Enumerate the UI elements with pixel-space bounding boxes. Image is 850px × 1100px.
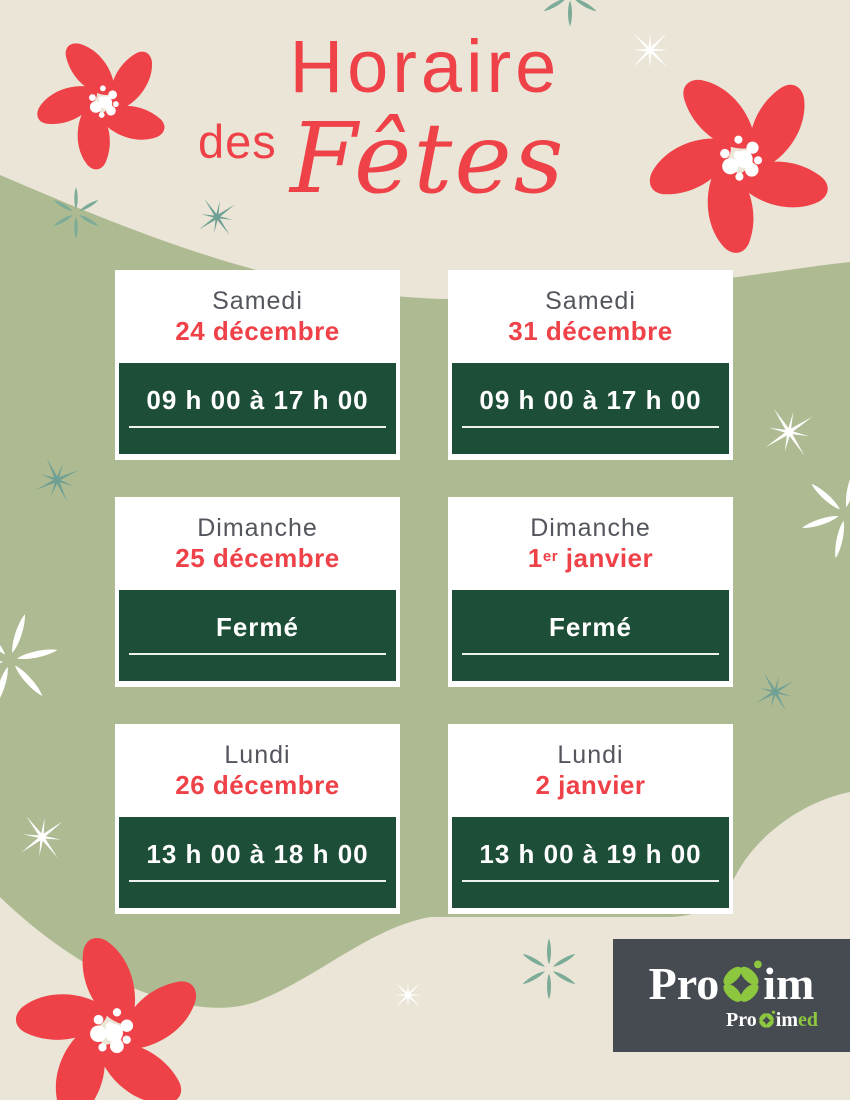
schedule-card: Dimanche 25 décembre Fermé (115, 497, 400, 687)
date-main: 1 (527, 543, 543, 573)
proximed-x-leaves-icon (759, 1010, 775, 1028)
date-main: 25 décembre (175, 543, 340, 573)
proxim-wordmark: Pro im (649, 961, 815, 1007)
card-date-label: 24 décembre (175, 316, 339, 351)
date-main: 31 décembre (508, 316, 673, 346)
schedule-card: Samedi 24 décembre 09 h 00 à 17 h 00 (115, 270, 400, 460)
card-header: Lundi 26 décembre (115, 724, 400, 817)
card-hours-value: 13 h 00 à 19 h 00 (479, 839, 702, 869)
card-hours-panel: 09 h 00 à 17 h 00 (119, 363, 396, 454)
date-superscript: er (542, 547, 559, 565)
card-header: Dimanche 1er janvier (448, 497, 733, 590)
date-main: 2 janvier (535, 770, 646, 800)
starburst-icon (394, 981, 422, 1009)
hours-underline (462, 426, 719, 428)
hours-underline (129, 426, 386, 428)
proximed-wordmark: Pro im ed (613, 1010, 850, 1030)
poster-title-script: Fêtes (290, 102, 566, 215)
card-header: Dimanche 25 décembre (115, 497, 400, 590)
card-header: Samedi 24 décembre (115, 270, 400, 363)
card-date-label: 1er janvier (528, 543, 653, 578)
date-main: 26 décembre (175, 770, 340, 800)
card-day-label: Dimanche (530, 514, 651, 542)
card-hours-value: 09 h 00 à 17 h 00 (146, 385, 369, 415)
card-day-label: Dimanche (197, 514, 318, 542)
proxim-logo: Pro im Pro im ed (613, 939, 850, 1052)
hours-underline (129, 653, 386, 655)
schedule-card: Lundi 2 janvier 13 h 00 à 19 h 00 (448, 724, 733, 914)
card-header: Samedi 31 décembre (448, 270, 733, 363)
hours-underline (462, 880, 719, 882)
poster-title-prefix: des (198, 115, 277, 168)
sub-text-suffix: ed (798, 1009, 818, 1031)
card-hours-value: Fermé (548, 612, 633, 642)
card-hours-panel: 13 h 00 à 19 h 00 (452, 817, 729, 908)
card-date-label: 25 décembre (175, 543, 339, 578)
card-hours-panel: 09 h 00 à 17 h 00 (452, 363, 729, 454)
card-hours-value: 09 h 00 à 17 h 00 (479, 385, 702, 415)
brand-text-post: im (763, 958, 815, 1009)
card-date-label: 31 décembre (508, 316, 672, 351)
card-hours-panel: 13 h 00 à 18 h 00 (119, 817, 396, 908)
sub-text-pre: Pro (726, 1009, 757, 1031)
card-day-label: Lundi (557, 741, 624, 769)
card-hours-value: 13 h 00 à 18 h 00 (146, 839, 369, 869)
date-tail: janvier (558, 543, 654, 573)
card-hours-panel: Fermé (119, 590, 396, 681)
card-day-label: Lundi (224, 741, 291, 769)
schedule-card: Dimanche 1er janvier Fermé (448, 497, 733, 687)
schedule-card: Samedi 31 décembre 09 h 00 à 17 h 00 (448, 270, 733, 460)
schedule-grid: Samedi 24 décembre 09 h 00 à 17 h 00 Sam… (115, 270, 733, 914)
date-main: 24 décembre (175, 316, 340, 346)
card-day-label: Samedi (212, 287, 303, 315)
proxim-x-leaves-icon (723, 960, 762, 1002)
poster-title-main: Horaire (289, 25, 561, 108)
card-date-label: 26 décembre (175, 770, 339, 805)
brand-text-pre: Pro (648, 958, 720, 1009)
hours-underline (129, 880, 386, 882)
card-date-label: 2 janvier (535, 770, 645, 805)
hours-underline (462, 653, 719, 655)
card-hours-value: Fermé (215, 612, 300, 642)
sub-text-mid: im (775, 1009, 798, 1031)
card-header: Lundi 2 janvier (448, 724, 733, 817)
card-hours-panel: Fermé (452, 590, 729, 681)
schedule-card: Lundi 26 décembre 13 h 00 à 18 h 00 (115, 724, 400, 914)
card-day-label: Samedi (545, 287, 636, 315)
